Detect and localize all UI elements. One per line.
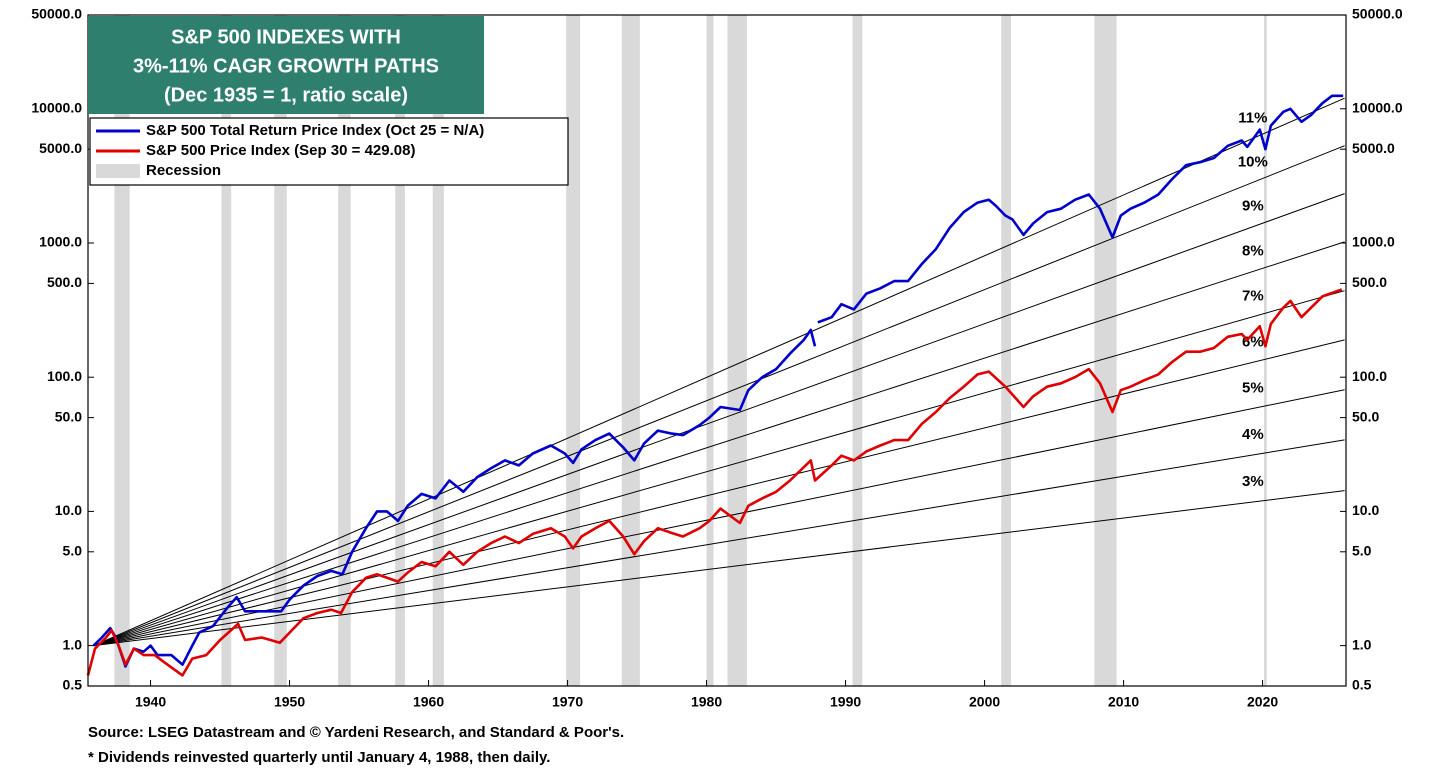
title-box	[88, 16, 484, 114]
growth-path-label: 10%	[1238, 153, 1268, 170]
growth-path-label: 8%	[1242, 242, 1264, 259]
growth-path	[93, 145, 1345, 647]
y-tick-label: 1.0	[63, 636, 83, 652]
chart-title: 3%-11% CAGR GROWTH PATHS	[133, 55, 439, 77]
x-tick-label: 2020	[1247, 694, 1278, 710]
y-tick-label: 10000.0	[31, 100, 82, 116]
footnote: * Dividends reinvested quarterly until J…	[88, 749, 550, 766]
growth-path-label: 9%	[1242, 198, 1264, 215]
recession-band	[114, 15, 130, 686]
y-tick-label: 10.0	[55, 502, 82, 518]
x-tick-label: 1950	[274, 694, 305, 710]
plot-frame	[87, 14, 1347, 687]
x-tick-label: 2010	[1108, 694, 1139, 710]
y-tick-label: 1000.0	[39, 234, 82, 250]
legend-label: S&P 500 Price Index (Sep 30 = 429.08)	[146, 142, 415, 159]
growth-path	[93, 439, 1345, 647]
x-tick-label: 2000	[969, 694, 1000, 710]
growth-path-label: 5%	[1242, 379, 1264, 396]
recession-band	[221, 15, 232, 686]
growth-path	[93, 193, 1345, 647]
y2-tick-label: 5.0	[1352, 543, 1372, 559]
y-tick-label: 5000.0	[39, 140, 82, 156]
y-tick-label: 0.5	[63, 677, 83, 693]
x-tick-label: 1940	[135, 694, 166, 710]
chart-title: S&P 500 INDEXES WITH	[171, 26, 401, 48]
y-tick-label: 100.0	[47, 368, 82, 384]
y2-tick-label: 1.0	[1352, 636, 1372, 652]
y2-tick-label: 100.0	[1352, 368, 1387, 384]
series-line	[86, 288, 1343, 677]
recession-band	[727, 15, 747, 686]
growth-path	[93, 339, 1345, 647]
chart-subtitle: (Dec 1935 = 1, ratio scale)	[164, 84, 408, 106]
y-tick-label: 50.0	[55, 408, 82, 424]
recession-band	[566, 15, 581, 686]
x-tick-label: 1960	[413, 694, 444, 710]
y2-tick-label: 10.0	[1352, 502, 1379, 518]
growth-path-label: 11%	[1238, 109, 1267, 126]
y2-tick-label: 500.0	[1352, 274, 1387, 290]
recession-band	[706, 15, 714, 686]
x-tick-label: 1970	[552, 694, 583, 710]
recession-band	[1263, 15, 1267, 686]
growth-path-label: 7%	[1242, 288, 1264, 305]
line-layer: 3% 4% 5% 6% 7% 8% 9% 10% 11%	[86, 94, 1345, 677]
series-line	[92, 94, 1344, 668]
source-note: Source: LSEG Datastream and © Yardeni Re…	[88, 724, 624, 741]
legend-box	[89, 117, 569, 186]
y2-tick-label: 1000.0	[1352, 234, 1395, 250]
recession-band	[621, 15, 640, 686]
recession-band	[1094, 15, 1117, 686]
growth-path	[93, 241, 1345, 647]
growth-path-label: 4%	[1242, 426, 1264, 443]
legend-label: S&P 500 Total Return Price Index (Oct 25…	[146, 122, 484, 139]
x-tick-label: 1990	[830, 694, 861, 710]
growth-path-label: 6%	[1242, 333, 1264, 350]
x-tick-label: 1980	[691, 694, 722, 710]
y2-tick-label: 50.0	[1352, 408, 1379, 424]
recession-band	[432, 15, 444, 686]
y2-tick-label: 5000.0	[1352, 140, 1395, 156]
y2-tick-label: 10000.0	[1352, 100, 1403, 116]
growth-path	[93, 389, 1345, 647]
y-tick-label: 500.0	[47, 274, 82, 290]
legend-label: Recession	[146, 162, 221, 179]
y2-tick-label: 50000.0	[1352, 6, 1403, 22]
growth-path	[93, 97, 1345, 647]
growth-path-label: 3%	[1242, 473, 1264, 490]
y-tick-label: 5.0	[63, 543, 83, 559]
y-tick-label: 50000.0	[31, 6, 82, 22]
legend: S&P 500 Total Return Price Index (Oct 25…	[96, 122, 484, 179]
legend-swatch	[96, 164, 140, 178]
y2-tick-label: 0.5	[1352, 677, 1372, 693]
recession-layer	[114, 15, 1267, 686]
recession-band	[1001, 15, 1011, 686]
recession-band	[852, 15, 863, 686]
recession-band	[395, 15, 405, 686]
axes-layer: 0.5 1.0 5.0 10.0 50.0 100.0 500.0 1000.0 5000.0 1…	[31, 6, 1402, 710]
